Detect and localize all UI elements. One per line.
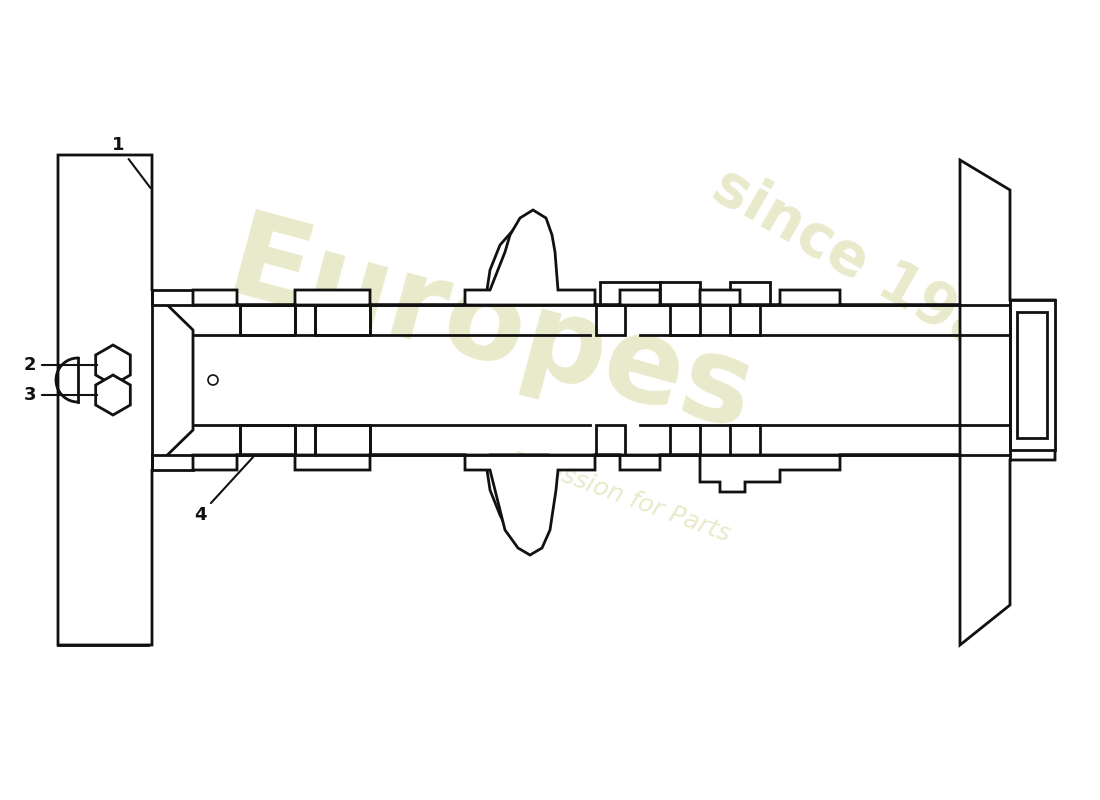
Text: since 1985: since 1985 bbox=[703, 157, 1037, 383]
Circle shape bbox=[208, 375, 218, 385]
Polygon shape bbox=[152, 455, 192, 470]
Bar bbox=[1018, 312, 1047, 438]
Polygon shape bbox=[192, 210, 960, 305]
Polygon shape bbox=[660, 282, 700, 305]
Text: Europes: Europes bbox=[214, 205, 764, 455]
Bar bbox=[240, 425, 295, 455]
Polygon shape bbox=[96, 375, 130, 415]
Bar bbox=[315, 305, 370, 335]
Polygon shape bbox=[596, 425, 625, 455]
Polygon shape bbox=[152, 290, 192, 305]
Polygon shape bbox=[670, 305, 700, 335]
Polygon shape bbox=[487, 455, 548, 542]
Polygon shape bbox=[730, 305, 760, 335]
Bar bbox=[240, 305, 295, 335]
Polygon shape bbox=[58, 155, 148, 645]
Text: 2: 2 bbox=[24, 356, 97, 374]
Text: 1: 1 bbox=[112, 136, 151, 188]
Polygon shape bbox=[730, 425, 760, 455]
Text: 3: 3 bbox=[24, 386, 97, 404]
Bar bbox=[315, 425, 370, 455]
Polygon shape bbox=[58, 155, 192, 645]
Polygon shape bbox=[596, 305, 625, 335]
Polygon shape bbox=[600, 282, 660, 305]
Polygon shape bbox=[730, 282, 770, 305]
Polygon shape bbox=[960, 160, 1055, 645]
Polygon shape bbox=[487, 222, 553, 305]
Text: 4: 4 bbox=[194, 457, 253, 524]
Polygon shape bbox=[670, 425, 700, 455]
Polygon shape bbox=[192, 455, 960, 555]
Polygon shape bbox=[96, 345, 130, 385]
Bar bbox=[1010, 300, 1055, 450]
Text: a passion for Parts: a passion for Parts bbox=[507, 444, 734, 546]
